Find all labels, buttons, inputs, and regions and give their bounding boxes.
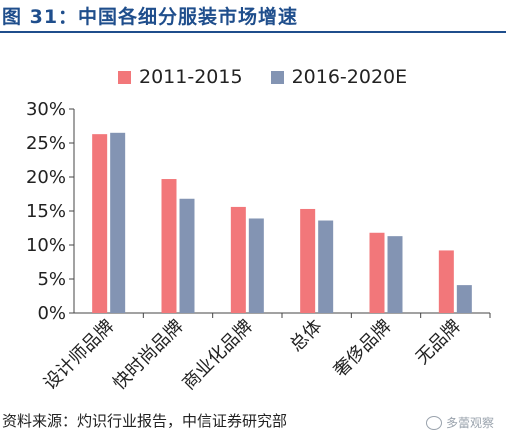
bar-series-1 bbox=[92, 134, 108, 313]
x-category-label: 设计师品牌 bbox=[40, 316, 118, 394]
bar-series-1 bbox=[230, 206, 246, 313]
chart-title: 图 31：中国各细分服装市场增速 bbox=[2, 6, 299, 28]
bar-series-2 bbox=[248, 218, 264, 313]
bar-series-2 bbox=[456, 285, 472, 313]
x-category-label: 快时尚品牌 bbox=[109, 316, 187, 394]
bar-series-2 bbox=[387, 236, 403, 313]
bar-series-1 bbox=[161, 179, 177, 313]
x-category-label: 奢侈品牌 bbox=[330, 316, 396, 382]
bar-series-1 bbox=[438, 250, 454, 313]
y-tick-label: 20% bbox=[26, 167, 66, 188]
legend-swatch-series-2 bbox=[270, 70, 284, 84]
title-divider bbox=[0, 31, 506, 33]
y-tick-label: 30% bbox=[26, 99, 66, 120]
bar-series-2 bbox=[179, 198, 195, 313]
bar-series-1 bbox=[300, 208, 316, 313]
bar-series-2 bbox=[318, 220, 334, 313]
source-note: 资料来源：灼识行业报告，中信证券研究部 bbox=[2, 412, 288, 430]
watermark-logo-icon bbox=[425, 415, 442, 430]
bar-series-1 bbox=[369, 232, 385, 313]
y-tick-label: 5% bbox=[37, 269, 66, 290]
y-tick-label: 0% bbox=[37, 303, 66, 324]
watermark: 多蕾观察 bbox=[425, 414, 494, 431]
chart-legend: 2011-2015 2016-2020E bbox=[118, 66, 407, 88]
legend-swatch-series-1 bbox=[118, 70, 131, 84]
watermark-text: 多蕾观察 bbox=[445, 416, 494, 430]
x-category-label: 无品牌 bbox=[412, 316, 465, 369]
legend-item-series-2: 2016-2020E bbox=[270, 66, 408, 88]
legend-label-series-2: 2016-2020E bbox=[291, 66, 408, 88]
x-category-label: 商业化品牌 bbox=[178, 316, 256, 394]
y-tick-label: 25% bbox=[26, 133, 66, 154]
legend-label-series-1: 2011-2015 bbox=[139, 66, 243, 88]
legend-item-series-1: 2011-2015 bbox=[118, 66, 243, 88]
x-category-label: 总体 bbox=[286, 316, 326, 356]
y-tick-label: 15% bbox=[26, 201, 66, 222]
bar-series-2 bbox=[110, 132, 126, 313]
y-tick-label: 10% bbox=[26, 235, 66, 256]
